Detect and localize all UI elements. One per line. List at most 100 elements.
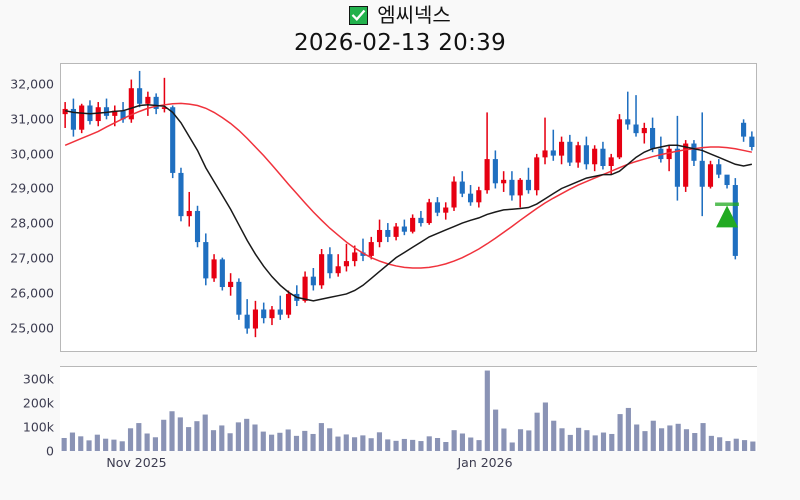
volume-bar (103, 438, 109, 451)
volume-bar (186, 427, 192, 451)
x-axis: Nov 2025 Jan 2026 (0, 455, 800, 475)
candlestick (368, 236, 374, 260)
volume-y-tick-label: 100k (22, 419, 54, 435)
volume-bar (717, 437, 723, 451)
candlestick (211, 254, 217, 282)
candlestick (559, 136, 565, 165)
volume-bar (136, 423, 142, 451)
volume-y-tick-label: 0 (46, 443, 54, 459)
candlestick (203, 233, 209, 286)
volume-bar (551, 420, 557, 451)
candlestick (641, 122, 647, 144)
chart-timestamp: 2026-02-13 20:39 (293, 30, 507, 56)
candlestick (691, 140, 697, 167)
candlestick (137, 70, 143, 108)
candlestick (261, 302, 267, 324)
volume-bar (534, 412, 540, 451)
candlestick (592, 145, 598, 172)
volume-bar (318, 423, 324, 451)
volume-bar (293, 435, 300, 451)
candlestick (476, 186, 482, 208)
candlestick (252, 300, 258, 338)
candlestick (302, 271, 308, 303)
volume-chart-panel[interactable] (60, 366, 757, 451)
green-check-icon (349, 5, 369, 25)
candlestick (310, 268, 316, 291)
volume-bar (111, 439, 117, 451)
candlestick (269, 306, 275, 326)
volume-bar (584, 430, 590, 451)
volume-bar (351, 437, 358, 451)
price-y-tick-label: 28,000 (10, 215, 54, 231)
candlestick (583, 136, 589, 170)
candlestick (79, 103, 85, 134)
price-chart-panel[interactable] (60, 63, 757, 352)
candlestick (434, 197, 441, 217)
candlestick (319, 248, 325, 289)
candlestick (484, 112, 490, 194)
volume-bar (144, 433, 150, 451)
volume-bar (468, 437, 474, 451)
candlestick (459, 171, 465, 198)
volume-bar (335, 436, 341, 451)
volume-bar (459, 433, 466, 451)
volume-bar (418, 441, 424, 451)
candlestick (716, 159, 722, 179)
candlestick (517, 178, 523, 208)
volume-bar (152, 437, 158, 451)
volume-bar (302, 430, 308, 451)
volume-bar (61, 437, 67, 451)
candlestick (674, 115, 680, 201)
candlestick (575, 141, 581, 168)
volume-bar (642, 431, 648, 451)
volume-bar (368, 438, 374, 451)
volume-bar (750, 441, 756, 451)
buy-signal-marker[interactable] (715, 202, 740, 228)
volume-bar (219, 425, 225, 451)
volume-bar (119, 441, 125, 451)
volume-bar (493, 409, 499, 451)
volume-bar (69, 432, 76, 451)
ma-long-line (64, 102, 753, 269)
volume-bar (592, 435, 598, 451)
candlestick (616, 114, 623, 160)
chart-title-row: 엠씨넥스 (0, 2, 800, 28)
volume-bar (127, 428, 134, 451)
candlestick (170, 105, 176, 179)
volume-bar (576, 427, 582, 451)
candlestick (732, 178, 738, 260)
volume-bar (667, 425, 673, 451)
candlestick (87, 100, 93, 125)
candlestick (62, 102, 68, 128)
volume-bar (526, 430, 532, 451)
volume-y-axis: 0 100k 200k 300k (0, 366, 54, 459)
volume-bar (700, 423, 706, 451)
candlestick (244, 299, 250, 334)
volume-bar (600, 432, 607, 451)
candlestick (699, 112, 705, 217)
volume-bar (343, 434, 349, 451)
candlestick (70, 98, 76, 137)
volume-bar (708, 435, 714, 451)
candlestick (352, 245, 358, 267)
volume-bar (609, 433, 615, 451)
candlestick (741, 119, 747, 142)
volume-bar (401, 438, 407, 451)
volume-bar (675, 423, 681, 451)
candlestick (625, 91, 631, 130)
volume-bar (451, 430, 457, 451)
volume-bar (393, 440, 399, 451)
volume-bar (509, 442, 515, 451)
volume-bar (733, 438, 739, 451)
candlestick (534, 153, 540, 196)
volume-bar (177, 417, 183, 451)
candlestick (542, 117, 548, 165)
candlestick (410, 214, 416, 234)
price-y-tick-label: 26,000 (10, 285, 54, 301)
volume-bar (476, 440, 482, 451)
volume-bar (567, 434, 573, 451)
candlestick (401, 219, 407, 236)
price-y-tick-label: 31,000 (10, 111, 54, 127)
volume-bar (625, 407, 631, 451)
price-y-tick-label: 32,000 (10, 76, 54, 92)
